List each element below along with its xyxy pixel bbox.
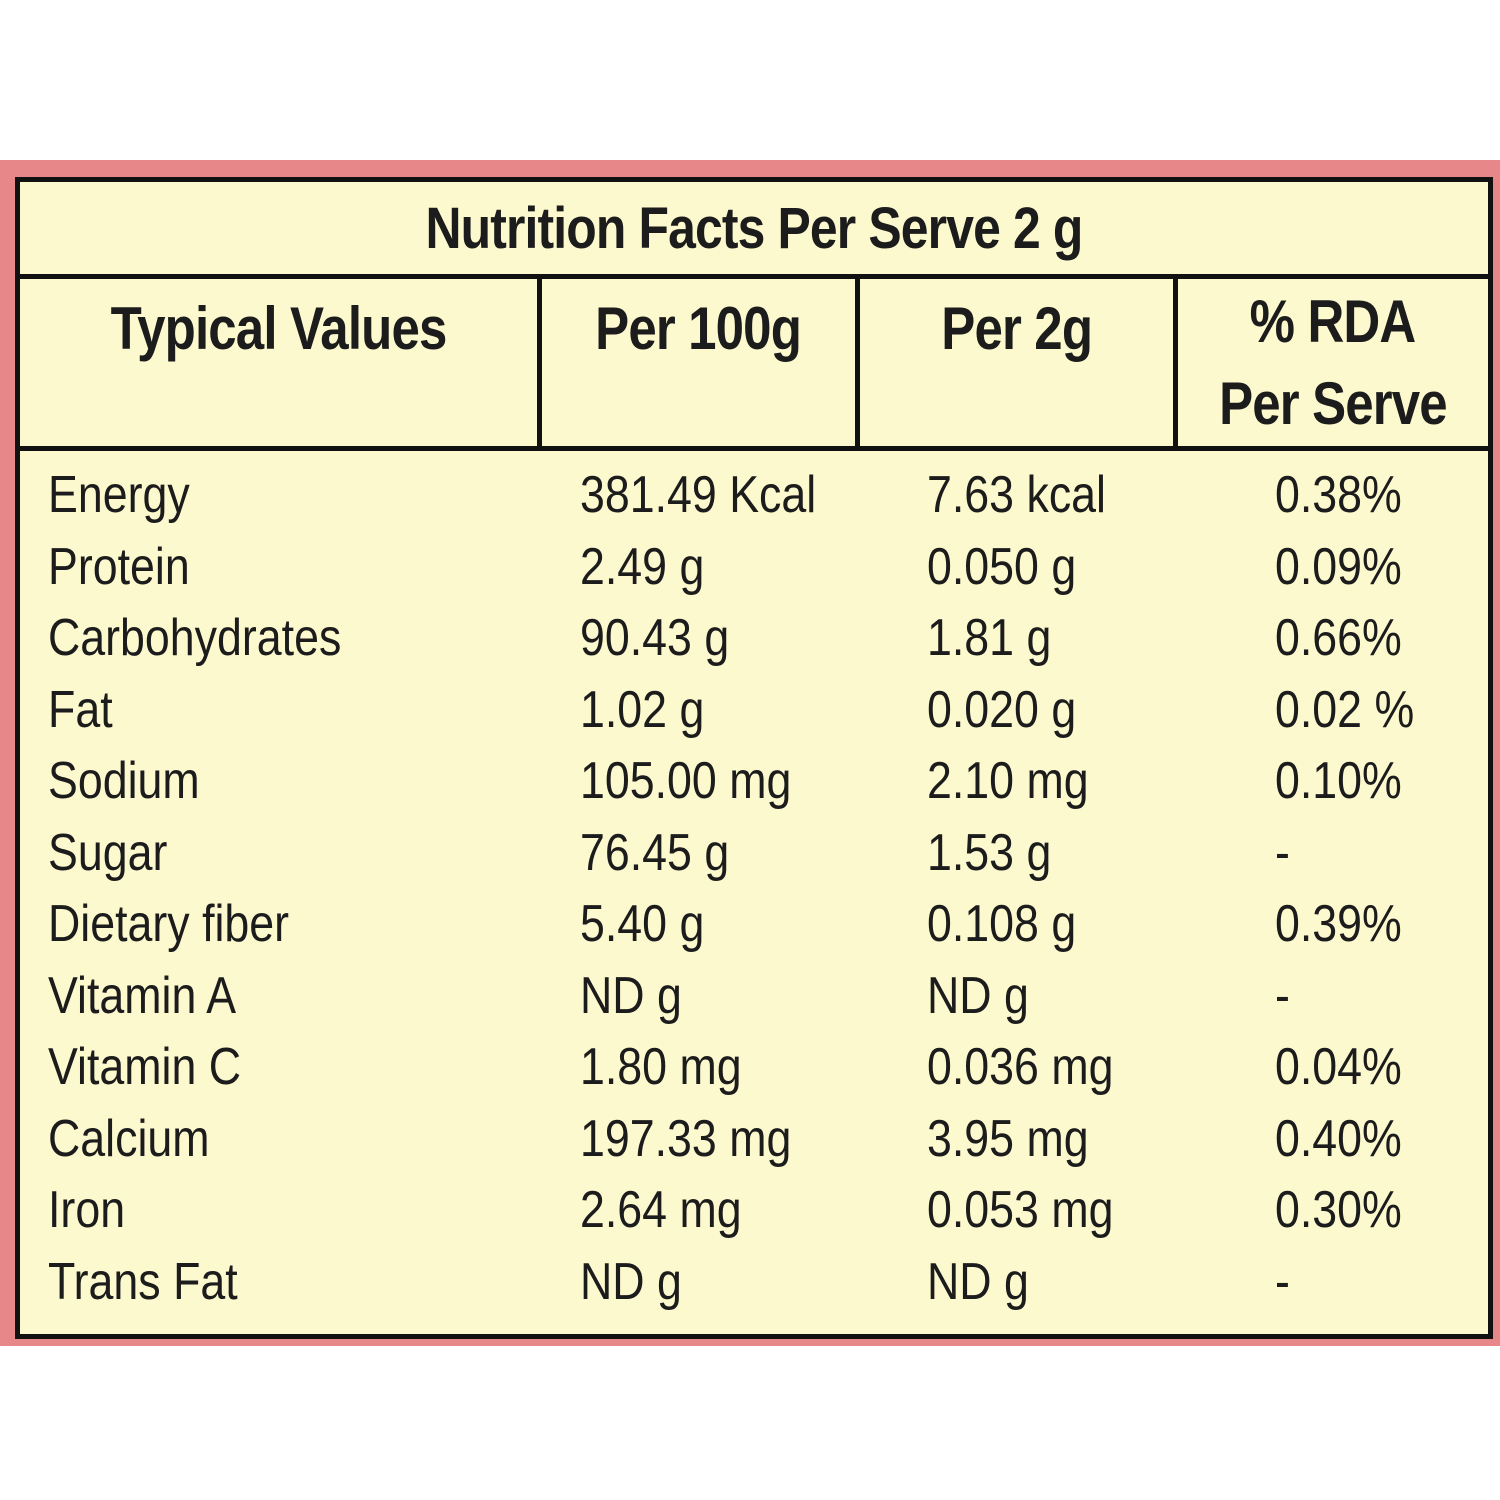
- table-row: Sodium 105.00 mg 2.10 mg 0.10%: [20, 746, 1488, 818]
- nutrition-facts-table: Nutrition Facts Per Serve 2 g Typical Va…: [15, 177, 1493, 1339]
- value-rda: 0.40%: [1275, 1109, 1402, 1168]
- value-per-100g: 5.40 g: [580, 895, 705, 953]
- table-row: Carbohydrates 90.43 g 1.81 g 0.66%: [20, 603, 1488, 675]
- value-rda: 0.10%: [1275, 752, 1402, 810]
- value-per-100g: 105.00 mg: [580, 752, 792, 810]
- value-per-100g: 197.33 mg: [580, 1109, 792, 1168]
- value-rda: 0.02 %: [1275, 680, 1415, 739]
- nutrient-name: Vitamin C: [48, 1038, 242, 1096]
- header-typical-values: Typical Values: [20, 279, 542, 446]
- value-per-100g: 76.45 g: [580, 823, 730, 882]
- header-rda-line1: % RDA: [1250, 288, 1417, 355]
- table-row: Vitamin A ND g ND g -: [20, 961, 1488, 1033]
- value-per-100g: 1.80 mg: [580, 1038, 742, 1096]
- table-row: Sugar 76.45 g 1.53 g -: [20, 818, 1488, 890]
- table-row: Protein 2.49 g 0.050 g 0.09%: [20, 532, 1488, 604]
- value-per-100g: 2.64 mg: [580, 1181, 742, 1239]
- table-row: Calcium 197.33 mg 3.95 mg 0.40%: [20, 1104, 1488, 1176]
- table-row: Trans Fat ND g ND g -: [20, 1247, 1488, 1319]
- value-rda: 0.39%: [1275, 895, 1402, 953]
- nutrition-label-frame: Nutrition Facts Per Serve 2 g Typical Va…: [0, 160, 1500, 1346]
- value-rda: -: [1275, 1252, 1290, 1311]
- value-per-100g: 381.49 Kcal: [580, 466, 817, 524]
- value-per-2g: 3.95 mg: [927, 1109, 1089, 1168]
- table-row: Vitamin C 1.80 mg 0.036 mg 0.04%: [20, 1032, 1488, 1104]
- nutrient-name: Vitamin A: [48, 966, 237, 1025]
- value-per-2g: 0.020 g: [927, 680, 1077, 739]
- value-per-2g: 1.81 g: [927, 609, 1052, 667]
- header-typical-values-label: Typical Values: [110, 295, 448, 362]
- nutrient-name: Trans Fat: [48, 1252, 238, 1311]
- nutrient-name: Sugar: [48, 823, 168, 882]
- header-per-2g-label: Per 2g: [941, 295, 1093, 362]
- header-row: Typical Values Per 100g Per 2g % RDA Per…: [20, 279, 1488, 451]
- value-rda: -: [1275, 966, 1290, 1025]
- value-rda: 0.30%: [1275, 1181, 1402, 1239]
- nutrient-name: Protein: [48, 537, 190, 596]
- nutrient-name: Calcium: [48, 1109, 210, 1168]
- table-row: Dietary fiber 5.40 g 0.108 g 0.39%: [20, 889, 1488, 961]
- value-per-2g: 0.050 g: [927, 537, 1077, 596]
- table-row: Energy 381.49 Kcal 7.63 kcal 0.38%: [20, 460, 1488, 532]
- header-per-2g: Per 2g: [860, 279, 1178, 446]
- value-per-100g: 90.43 g: [580, 609, 730, 667]
- value-per-2g: 0.036 mg: [927, 1038, 1114, 1096]
- value-per-2g: 1.53 g: [927, 823, 1052, 882]
- value-per-2g: ND g: [927, 966, 1029, 1025]
- value-rda: 0.04%: [1275, 1038, 1402, 1096]
- value-per-100g: 1.02 g: [580, 680, 705, 739]
- value-per-100g: ND g: [580, 966, 682, 1025]
- table-row: Fat 1.02 g 0.020 g 0.02 %: [20, 675, 1488, 747]
- table-body: Energy 381.49 Kcal 7.63 kcal 0.38% Prote…: [20, 454, 1488, 1318]
- value-per-100g: 2.49 g: [580, 537, 705, 596]
- header-rda: % RDA Per Serve: [1178, 279, 1488, 446]
- value-rda: -: [1275, 823, 1290, 882]
- value-per-2g: ND g: [927, 1252, 1029, 1311]
- nutrient-name: Fat: [48, 680, 113, 739]
- nutrient-name: Dietary fiber: [48, 895, 290, 953]
- value-rda: 0.66%: [1275, 609, 1402, 667]
- header-per-100g-label: Per 100g: [595, 295, 803, 362]
- table-title: Nutrition Facts Per Serve 2 g: [20, 182, 1488, 279]
- value-per-2g: 7.63 kcal: [927, 466, 1107, 524]
- table-row: Iron 2.64 mg 0.053 mg 0.30%: [20, 1175, 1488, 1247]
- nutrient-name: Energy: [48, 466, 190, 524]
- header-per-100g: Per 100g: [542, 279, 860, 446]
- nutrient-name: Sodium: [48, 752, 200, 810]
- value-per-100g: ND g: [580, 1252, 682, 1311]
- value-rda: 0.38%: [1275, 466, 1402, 524]
- value-rda: 0.09%: [1275, 537, 1402, 596]
- nutrient-name: Carbohydrates: [48, 609, 342, 667]
- nutrient-name: Iron: [48, 1181, 126, 1239]
- value-per-2g: 0.108 g: [927, 895, 1077, 953]
- value-per-2g: 0.053 mg: [927, 1181, 1114, 1239]
- value-per-2g: 2.10 mg: [927, 752, 1089, 810]
- header-rda-line2: Per Serve: [1219, 370, 1448, 437]
- table-title-text: Nutrition Facts Per Serve 2 g: [425, 195, 1084, 261]
